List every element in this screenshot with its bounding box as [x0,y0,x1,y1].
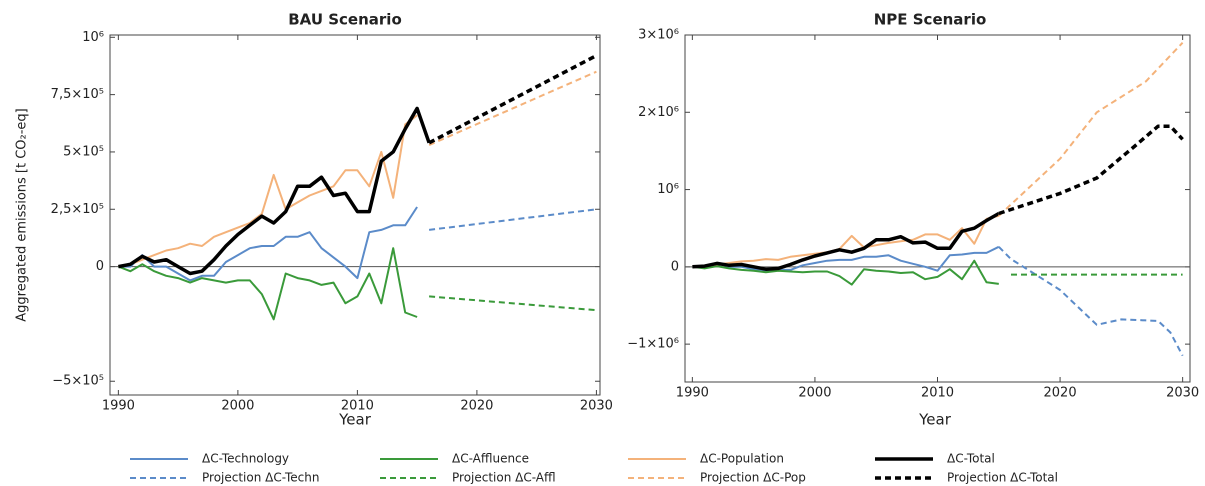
legend-label: ΔC-Population [700,452,784,466]
legend-label: ΔC-Affluence [452,452,529,466]
chart-title: NPE Scenario [874,11,987,29]
y-tick-label: 5×10⁵ [63,144,104,159]
x-tick-label: 2030 [1166,386,1199,401]
x-tick-label: 2030 [580,399,613,414]
plot-frame [109,34,601,396]
x-tick-label: 2010 [341,399,374,414]
y-tick-label: 7,5×10⁵ [51,87,104,102]
series-line [998,42,1184,217]
x-tick-label: 1990 [676,386,709,401]
x-axis-label: Year [918,411,952,429]
series-line [692,214,1000,268]
y-tick-label: 2,5×10⁵ [51,202,104,217]
x-tick-label: 2010 [921,386,954,401]
series-line [118,247,418,321]
x-tick-label: 1990 [102,399,135,414]
x-tick-label: 2000 [221,399,254,414]
plot-frame [684,34,1191,383]
legend-label: Projection ΔC-Affl [452,471,556,485]
x-tick-label: 2000 [798,386,831,401]
y-tick-label: 0 [96,259,104,274]
series-line [118,206,418,282]
y-tick-label: 3×10⁶ [638,28,679,43]
y-tick-label: −1×10⁶ [627,337,679,352]
legend-label: ΔC-Technology [202,452,289,466]
series-line [428,208,597,231]
x-tick-label: 2020 [1044,386,1077,401]
series-line [692,259,999,286]
series-line [429,295,597,312]
legend-label: Projection ΔC-Total [947,471,1058,485]
legend-label: Projection ΔC-Pop [700,471,806,485]
y-tick-label: 10⁶ [82,30,104,45]
series-line [118,106,431,276]
legend-label: Projection ΔC-Techn [202,471,319,485]
x-axis-label: Year [338,411,372,429]
y-tick-label: −5×10⁵ [52,374,104,389]
series-line [428,70,597,147]
legend-label: ΔC-Total [947,452,995,466]
series-line [692,211,1000,271]
series-line [428,54,598,145]
y-tick-label: 2×10⁶ [638,105,679,120]
series-line [998,246,1184,357]
y-tick-label: 0 [671,259,679,274]
series-line [998,124,1184,216]
y-axis-label: Aggregated emissions [t CO₂-eq] [15,108,30,322]
x-tick-label: 2020 [460,399,493,414]
y-tick-label: 10⁶ [657,182,679,197]
chart-title: BAU Scenario [288,11,402,29]
series-line [692,245,1000,273]
series-line [118,114,418,268]
